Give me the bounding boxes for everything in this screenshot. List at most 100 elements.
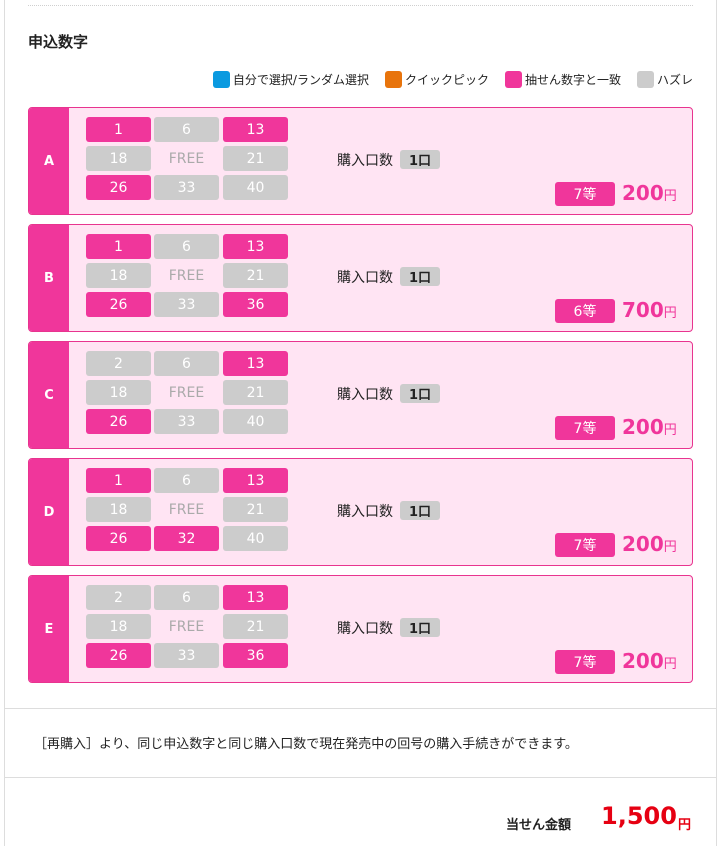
number-cell: 21 [223,614,288,639]
number-cell: 26 [86,409,151,434]
legend-swatch [504,71,522,88]
quantity-label: 購入口数 [337,153,393,169]
number-cell: 33 [154,643,219,668]
prize-unit: 円 [663,306,677,321]
legend-item: クイックピック [384,71,489,88]
number-cell: 36 [223,643,288,668]
number-cell: 2 [86,351,151,376]
number-cell: 40 [223,175,288,200]
number-cell: 13 [223,117,288,142]
prize-rank-badge: 6等 [555,299,615,323]
legend-swatch [212,71,230,88]
number-cell: 1 [86,468,151,493]
repurchase-note: ［再購入］より、同じ申込数字と同じ購入口数で現在発売中の回号の購入手続きができま… [34,737,578,752]
number-cell: 26 [86,292,151,317]
number-cell: 13 [223,234,288,259]
free-cell: FREE [168,384,205,401]
quantity-badge: 1口 [400,267,440,286]
line-card-c: C 2 6 13 18 FREE 21 26 33 40 購入口数 1口 7等 200円 [28,341,693,449]
prize: 200円 [622,649,677,673]
prize-unit: 円 [663,540,677,555]
prize-amount: 200 [622,181,664,205]
legend-item: 抽せん数字と一致 [504,71,621,88]
number-cell: 6 [154,234,219,259]
quantity-badge: 1口 [400,384,440,403]
prize: 700円 [622,298,677,322]
frame-border-left [4,0,5,846]
number-cell: 40 [223,526,288,551]
number-cell: 18 [86,380,151,405]
divider [5,708,716,709]
line-card-d: D 1 6 13 18 FREE 21 26 32 40 購入口数 1口 7等 200円 [28,458,693,566]
line-letter: D [29,459,69,565]
number-cell: 26 [86,643,151,668]
number-cell: 21 [223,497,288,522]
legend-label: 自分で選択/ランダム選択 [232,73,369,87]
legend: 自分で選択/ランダム選択 クイックピック 抽せん数字と一致 ハズレ [212,71,693,88]
line-letter: A [29,108,69,214]
total-unit: 円 [678,818,692,833]
number-cell: 6 [154,468,219,493]
section-title: 申込数字 [28,33,89,51]
line-card-e: E 2 6 13 18 FREE 21 26 33 36 購入口数 1口 7等 200円 [28,575,693,683]
divider [5,777,716,778]
prize-amount: 200 [622,649,664,673]
legend-label: 抽せん数字と一致 [524,73,621,87]
number-cell: 1 [86,117,151,142]
legend-item: 自分で選択/ランダム選択 [212,71,369,88]
free-cell: FREE [168,150,205,167]
prize: 200円 [622,532,677,556]
free-cell: FREE [168,501,205,518]
number-cell: 13 [223,351,288,376]
line-card-a: A 1 6 13 18 FREE 21 26 33 40 購入口数 1口 7等 200円 [28,107,693,215]
prize-unit: 円 [663,657,677,672]
top-divider [28,5,693,6]
number-cell: 40 [223,409,288,434]
total-label: 当せん金額 [506,818,572,833]
number-cell: 21 [223,380,288,405]
number-cell: 21 [223,263,288,288]
prize-unit: 円 [663,189,677,204]
number-cell: 33 [154,409,219,434]
prize-rank-badge: 7等 [555,182,615,206]
free-cell: FREE [168,267,205,284]
quantity-label: 購入口数 [337,270,393,286]
line-letter: C [29,342,69,448]
legend-label: ハズレ [656,73,693,87]
prize-unit: 円 [663,423,677,438]
number-cell: 21 [223,146,288,171]
quantity-badge: 1口 [400,501,440,520]
quantity-badge: 1口 [400,618,440,637]
prize-amount: 200 [622,532,664,556]
number-cell: 6 [154,585,219,610]
number-cell: 26 [86,526,151,551]
number-cell: 18 [86,146,151,171]
quantity-label: 購入口数 [337,504,393,520]
number-cell: 6 [154,117,219,142]
quantity-label: 購入口数 [337,621,393,637]
number-cell: 36 [223,292,288,317]
free-cell: FREE [168,618,205,635]
prize-amount: 200 [622,415,664,439]
prize-rank-badge: 7等 [555,416,615,440]
number-cell: 26 [86,175,151,200]
quantity-label: 購入口数 [337,387,393,403]
number-cell: 18 [86,497,151,522]
frame-border-right [716,0,717,846]
line-letter: B [29,225,69,331]
legend-label: クイックピック [404,73,489,87]
total-amount: 1,500 [601,802,677,830]
prize: 200円 [622,415,677,439]
prize: 200円 [622,181,677,205]
prize-rank-badge: 7等 [555,650,615,674]
quantity-badge: 1口 [400,150,440,169]
line-letter: E [29,576,69,682]
number-cell: 1 [86,234,151,259]
number-cell: 18 [86,263,151,288]
legend-item: ハズレ [636,71,693,88]
number-cell: 33 [154,292,219,317]
prize-rank-badge: 7等 [555,533,615,557]
number-cell: 6 [154,351,219,376]
legend-swatch [384,71,402,88]
